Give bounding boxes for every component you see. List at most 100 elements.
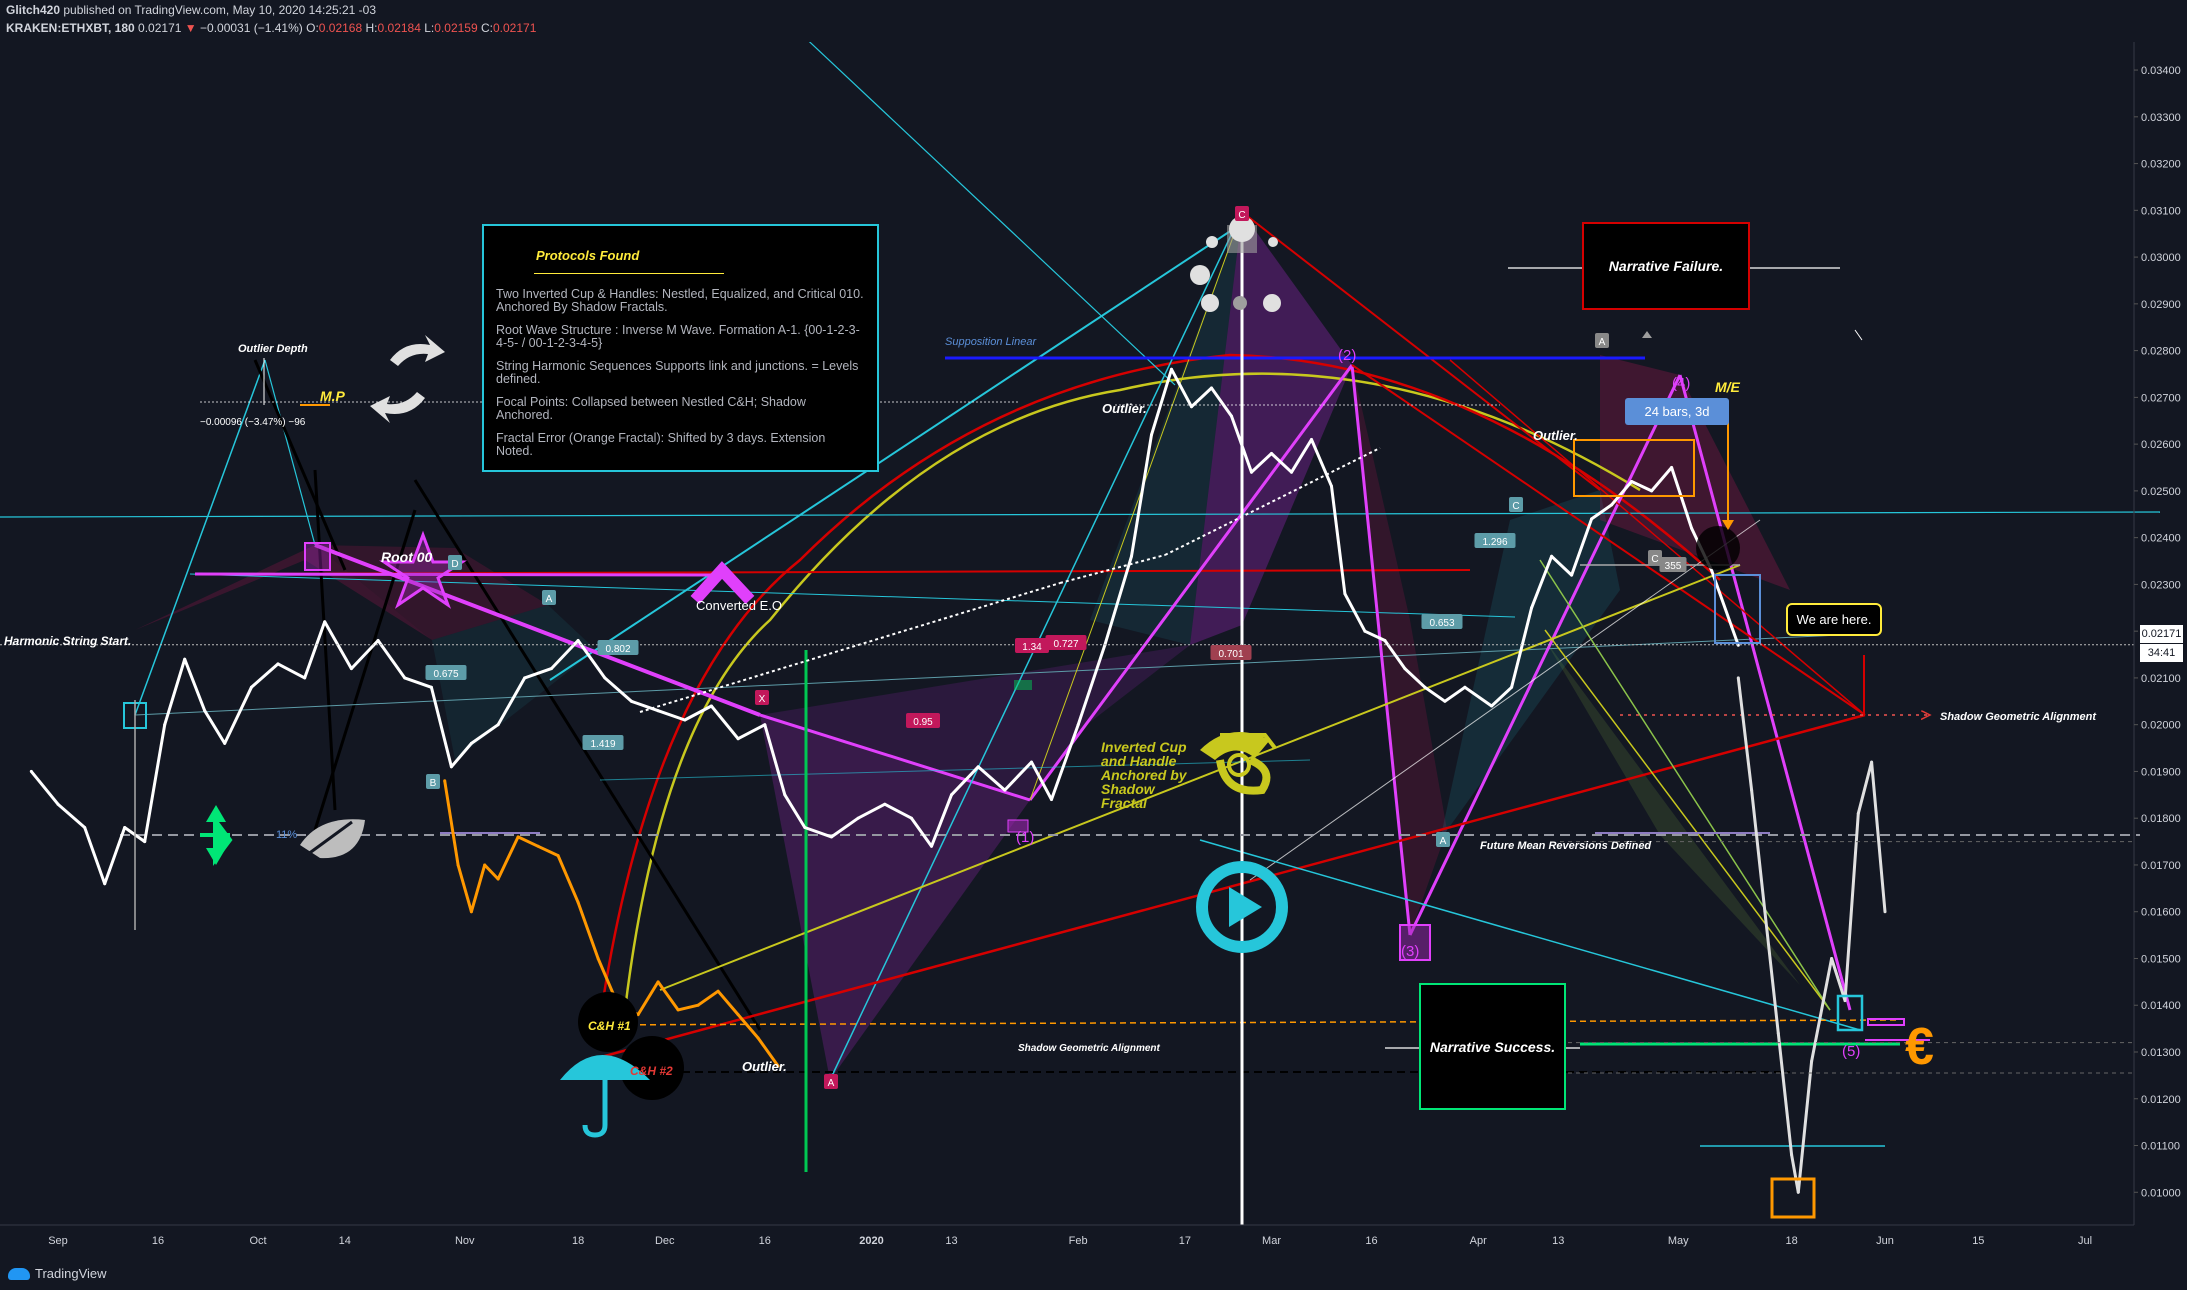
symbol-label[interactable]: KRAKEN:ETHXBT, 180 [6,21,135,35]
author-name[interactable]: Glitch420 [6,3,61,17]
data-point [930,844,933,848]
narrative-success-note[interactable]: Narrative Success. [1419,983,1566,1110]
y-tick-label: 0.03100 [2141,205,2181,217]
data-point [1570,573,1574,577]
y-tick-label: 0.02500 [2141,486,2181,498]
y-tick-label: 0.01200 [2141,1094,2181,1106]
y-tick-label: 0.02700 [2141,392,2181,404]
x-tick-label: Jul [2078,1235,2092,1247]
data-point [1830,957,1834,960]
data-point [656,980,660,984]
outlier-measure-label: −0.00096 (−3.47%) −96 [200,417,306,428]
data-point [376,639,380,642]
data-point [1796,1190,1800,1194]
supposition-linear-label: Supposition Linear [945,336,1037,348]
data-point [183,657,187,661]
data-point [783,793,787,797]
open-label: O: [306,21,319,35]
data-point [950,793,953,797]
pct-11-label: 11% [276,829,297,841]
y-tick-label: 0.02900 [2141,299,2181,311]
protocols-title: Protocols Found [536,248,640,263]
protocols-found-note[interactable]: Protocols Found Two Inverted Cup & Handl… [482,224,879,472]
pattern-point-label: C [1238,210,1245,221]
footer-bar: TradingView [0,1258,2187,1290]
protocols-line: Focal Points: Collapsed between Nestled … [496,395,806,422]
data-point [123,826,127,829]
x-tick-label: 16 [759,1235,771,1247]
data-point [1443,699,1447,703]
data-point [1423,685,1427,689]
pattern-point-label: 0.802 [605,644,630,655]
protocols-line: Root Wave Structure : Inverse M Wave. Fo… [496,323,860,350]
x-tick-label: Nov [455,1235,475,1247]
x-tick-label: 13 [1552,1235,1564,1247]
tradingview-logo[interactable]: TradingView [8,1266,107,1281]
y-tick-label: 0.02000 [2141,720,2181,732]
y-tick-label: 0.01900 [2141,766,2181,778]
x-tick-label: 16 [152,1235,164,1247]
pattern-point-label: 1.419 [590,739,615,750]
narrative-failure-note[interactable]: Narrative Failure. [1582,222,1750,310]
y-tick-label: 0.02600 [2141,439,2181,451]
inverted-cup-label-1: Inverted Cup [1101,739,1187,755]
pattern-point-badge [824,1074,838,1089]
pattern-point-label: 0.653 [1429,618,1454,629]
cup-arcs [598,353,1721,1021]
we-are-here-callout[interactable]: We are here. [1786,603,1882,636]
data-point [523,676,527,680]
data-point [1510,685,1514,689]
price-series-group [0,367,2134,1194]
x-tick-label: Dec [655,1235,675,1247]
data-point [496,723,500,727]
data-point [1363,629,1367,633]
publish-line: Glitch420 published on TradingView.com, … [6,3,376,17]
high-value: 0.02184 [377,21,421,35]
pattern-point-badge [1509,497,1523,512]
data-point [249,685,253,689]
current-price-value: 0.02171 [2141,628,2182,640]
me-label: M/E [1715,379,1741,395]
pattern-point-label: X [759,694,766,705]
data-point [1270,452,1273,455]
data-point [223,741,227,745]
data-point [1003,788,1007,792]
pattern-point-badge [1235,206,1249,221]
data-point [1736,676,1740,680]
data-point [56,802,60,806]
pattern-point-badge [906,713,940,728]
y-tick-label: 0.03200 [2141,159,2181,171]
y-tick-label: 0.01400 [2141,1000,2181,1012]
pattern-point-label: A [1440,836,1447,847]
data-point [1883,910,1887,914]
data-point [1590,517,1594,521]
data-point [1130,554,1133,558]
date-range-label[interactable]: 24 bars, 3d [1625,398,1729,425]
bar-countdown-value: 34:41 [2147,647,2176,659]
data-point [1810,1059,1814,1063]
data-point [776,1064,780,1068]
data-point [469,741,473,745]
root-label: Root 00 [381,549,433,565]
x-tick-label: 15 [1972,1235,1984,1247]
data-point [1730,625,1734,628]
pattern-point-badge [1421,614,1463,629]
data-point [456,863,460,867]
pattern-point-badge [1595,333,1609,348]
y-tick-label: 0.01600 [2141,907,2181,919]
data-point [496,877,500,881]
publish-info: published on TradingView.com, May 10, 20… [60,3,377,17]
data-point [629,699,633,703]
data-point [1670,466,1674,469]
pattern-point-badge [755,690,769,705]
tradingview-brand: TradingView [35,1266,107,1281]
pattern-point-label: C [1512,501,1519,512]
mp-label: M.P [320,388,346,404]
shadow-alignment-mid-label: Shadow Geometric Alignment [1018,1043,1161,1054]
y-tick-label: 0.02300 [2141,579,2181,591]
open-value: 0.02168 [318,21,363,35]
data-point [556,854,560,858]
data-point [449,765,453,769]
inverted-cup-label-3: Anchored by [1100,767,1188,783]
